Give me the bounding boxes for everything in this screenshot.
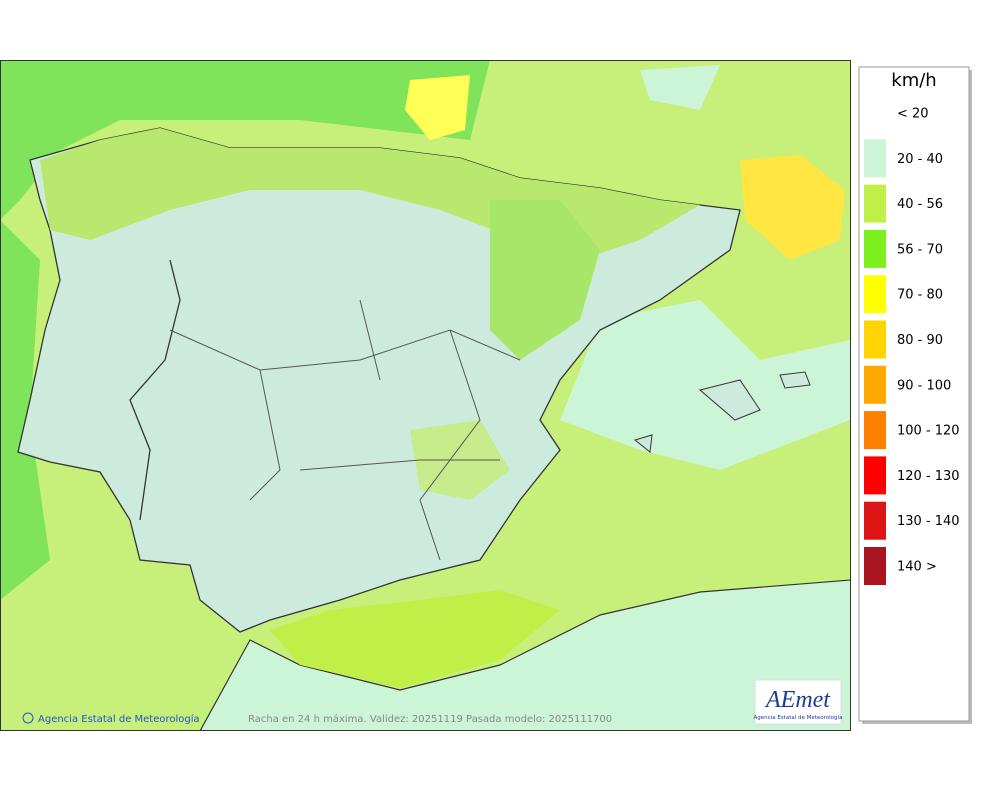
- wind-zone: [640, 65, 720, 110]
- legend-swatch: [864, 547, 886, 585]
- copyright-icon: [22, 712, 34, 724]
- africa: [199, 579, 850, 730]
- legend-label: < 20: [897, 107, 929, 122]
- caption: Racha en 24 h máxima. Validez: 20251119 …: [248, 713, 612, 725]
- legend-label: 40 - 56: [897, 197, 943, 212]
- legend-label: 80 - 90: [897, 333, 943, 348]
- border: [129, 259, 181, 521]
- legend-label: 100 - 120: [897, 424, 960, 439]
- legend-swatch: [864, 229, 886, 268]
- logo: AEmet: [764, 687, 831, 713]
- legend-swatch: [864, 275, 886, 314]
- legend-swatch: [864, 139, 886, 178]
- logo-box: [754, 679, 842, 725]
- legend-label: 120 - 130: [897, 469, 960, 484]
- wind-zone: [490, 200, 600, 360]
- legend-swatch: [864, 320, 886, 359]
- legend-label: 90 - 100: [897, 378, 951, 393]
- legend-label: 140 >: [897, 560, 937, 575]
- legend-swatch: [864, 365, 886, 404]
- wind-zone: [1, 221, 50, 600]
- map-frame: [0, 60, 851, 731]
- wind-zone: [560, 300, 850, 470]
- credit: Agencia Estatal de Meteorología: [38, 713, 200, 725]
- legend-swatch: [864, 411, 886, 450]
- wind-zone: [270, 590, 560, 688]
- island: [633, 371, 811, 453]
- map: [1, 60, 850, 730]
- wind-zone: [1, 60, 490, 219]
- legend-swatch: [864, 501, 886, 540]
- legend-label: 130 - 140: [897, 514, 960, 529]
- region-border: [169, 299, 521, 561]
- legend-label: 20 - 40: [897, 152, 943, 167]
- legend-swatch: [864, 184, 886, 223]
- legend-unit: km/h: [891, 70, 936, 91]
- legend-label: 56 - 70: [897, 242, 943, 257]
- legend-label: 70 - 80: [897, 288, 943, 303]
- wind-zone: [405, 75, 470, 140]
- legend-swatch: [864, 456, 886, 495]
- logo-subtitle: Agencia Estatal de Meteorología: [754, 714, 843, 721]
- wind-zone: [740, 155, 845, 260]
